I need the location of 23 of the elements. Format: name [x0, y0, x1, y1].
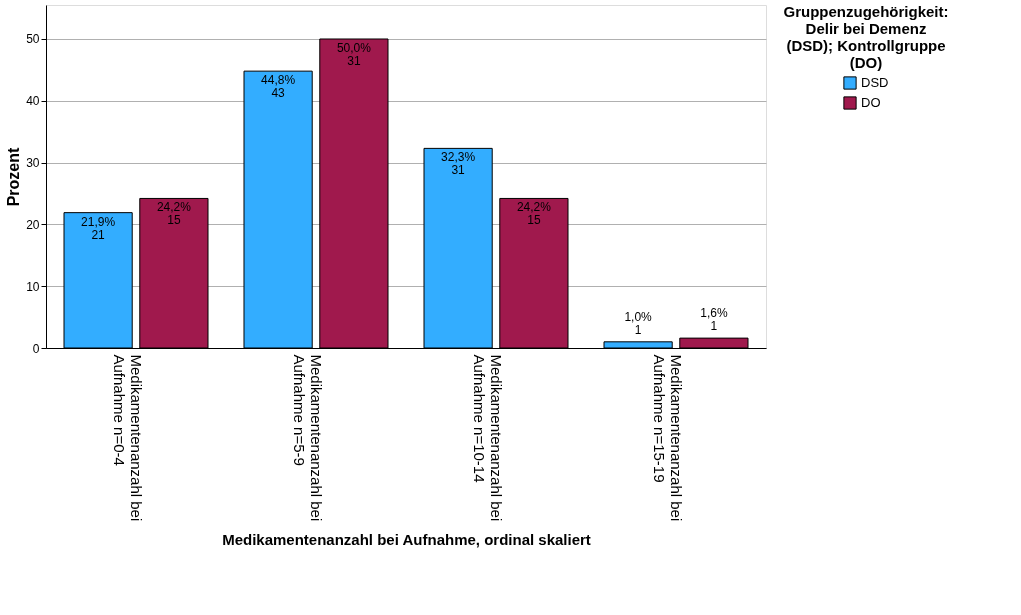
x-tick-label: Medikamentenanzahl bei Aufnahme n=10-14 [471, 354, 505, 522]
legend-title: Gruppenzugehörigkeit: Delir bei Demenz (DSD); Kontrollgruppe (DO) [783, 3, 949, 71]
legend-label: DSD [861, 75, 889, 90]
y-tick-label: 0 [32, 341, 40, 356]
y-axis-title: Prozent [5, 146, 23, 207]
y-tick-label: 10 [26, 279, 40, 294]
data-label: 50,0% 31 [336, 40, 372, 68]
y-tick-label: 50 [26, 32, 40, 47]
x-tick-label: Medikamentenanzahl bei Aufnahme n=0-4 [111, 354, 145, 522]
x-tick-label: Medikamentenanzahl bei Aufnahme n=15-19 [651, 354, 685, 522]
y-tick-label: 30 [26, 156, 40, 171]
data-label: 44,8% 43 [261, 73, 296, 101]
y-tick-label: 40 [26, 94, 40, 109]
legend-label: DO [861, 95, 881, 110]
data-label: 24,2% 15 [516, 200, 552, 228]
y-tick-label: 20 [26, 217, 40, 232]
data-label: 1,6% 1 [700, 306, 728, 334]
x-axis-title: Medikamentenanzahl bei Aufnahme, ordinal skaliert [222, 531, 591, 549]
data-label: 24,2% 15 [156, 200, 192, 228]
data-label: 32,3% 31 [441, 150, 476, 178]
data-label: 1,0% 1 [624, 309, 653, 337]
data-label: 21,9% 21 [81, 214, 116, 242]
x-tick-label: Medikamentenanzahl bei Aufnahme n=5-9 [291, 354, 325, 522]
